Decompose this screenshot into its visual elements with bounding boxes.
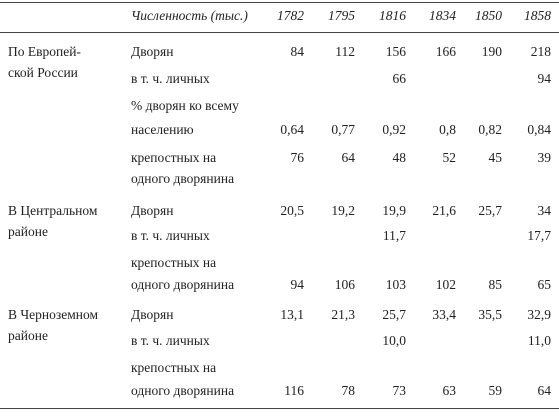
cell-value: 76 [290,150,305,165]
cell-value: 19,9 [382,203,406,218]
row-label: в т. ч. личных [131,71,210,86]
cell-value: 25,7 [382,307,406,322]
cell-value: 190 [481,44,502,59]
year-header: 1850 [475,8,502,23]
region-label: В Черноземном [8,307,98,322]
year-header: 1782 [277,8,304,23]
region-label: По Европей- [8,44,81,59]
cell-value: 63 [442,383,457,398]
bottom-rule [0,408,559,409]
row-label: населению [131,122,194,137]
cell-value: 84 [290,44,305,59]
cell-value: 64 [537,383,552,398]
cell-value: 156 [385,44,406,59]
year-header: 1795 [328,8,355,23]
cell-value: 13,1 [280,307,304,322]
cell-value: 116 [284,383,304,398]
cell-value: 20,5 [280,203,304,218]
cell-value: 0,82 [478,122,502,137]
row-label: крепостных на [131,150,217,165]
cell-value: 112 [335,44,355,59]
row-label: Дворян [131,307,174,322]
region-label: районе [8,328,48,343]
cell-value: 64 [341,150,356,165]
cell-value: 0,92 [382,122,406,137]
region-label: В Центральном [8,203,98,218]
cell-value: 65 [537,277,552,292]
row-label: одного дворянина [131,171,235,186]
cell-value: 33,4 [432,307,456,322]
cell-value: 59 [488,383,503,398]
cell-value: 102 [435,277,456,292]
row-label: % дворян ко всему [131,98,239,113]
row-label: в т. ч. личных [131,333,210,348]
row-label: одного дворянина [131,277,235,292]
cell-value: 94 [537,71,552,86]
row-label: в т. ч. личных [131,228,210,243]
cell-value: 17,7 [527,228,551,243]
cell-value: 78 [341,383,356,398]
cell-value: 19,2 [331,203,355,218]
row-label: крепостных на [131,255,217,270]
cell-value: 0,64 [280,122,304,137]
cell-value: 34 [537,203,552,218]
year-header: 1834 [429,8,456,23]
cell-value: 21,3 [331,307,355,322]
row-label: одного дворянина [131,383,235,398]
cell-value: 66 [392,71,407,86]
cell-value: 10,0 [382,333,406,348]
cell-value: 0,77 [331,122,355,137]
cell-value: 21,6 [432,203,456,218]
cell-value: 103 [385,277,406,292]
cell-value: 0,8 [439,122,456,137]
cell-value: 45 [488,150,503,165]
year-header: 1858 [524,8,551,23]
region-label: ской России [8,65,78,80]
cell-value: 25,7 [478,203,502,218]
cell-value: 73 [392,383,407,398]
top-rule [0,2,559,3]
cell-value: 35,5 [478,307,502,322]
header-rule [0,32,559,33]
row-label: Дворян [131,44,174,59]
cell-value: 106 [334,277,355,292]
cell-value: 52 [442,150,457,165]
header-label: Численность (тыс.) [131,8,248,23]
cell-value: 0,84 [527,122,551,137]
year-header: 1816 [379,8,406,23]
cell-value: 85 [488,277,503,292]
cell-value: 218 [530,44,551,59]
row-label: Дворян [131,203,174,218]
cell-value: 94 [290,277,305,292]
row-label: крепостных на [131,360,217,375]
cell-value: 11,7 [382,228,406,243]
cell-value: 166 [435,44,456,59]
cell-value: 11,0 [527,333,551,348]
cell-value: 39 [537,150,552,165]
cell-value: 48 [392,150,407,165]
cell-value: 32,9 [527,307,551,322]
region-label: районе [8,224,48,239]
